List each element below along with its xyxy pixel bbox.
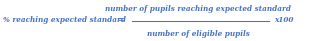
Text: x100: x100 [274, 16, 293, 25]
Text: =: = [117, 16, 124, 25]
Text: number of eligible pupils: number of eligible pupils [147, 30, 249, 38]
Text: % reaching expected standard: % reaching expected standard [3, 16, 126, 25]
Text: number of pupils reaching expected standard: number of pupils reaching expected stand… [105, 5, 291, 13]
